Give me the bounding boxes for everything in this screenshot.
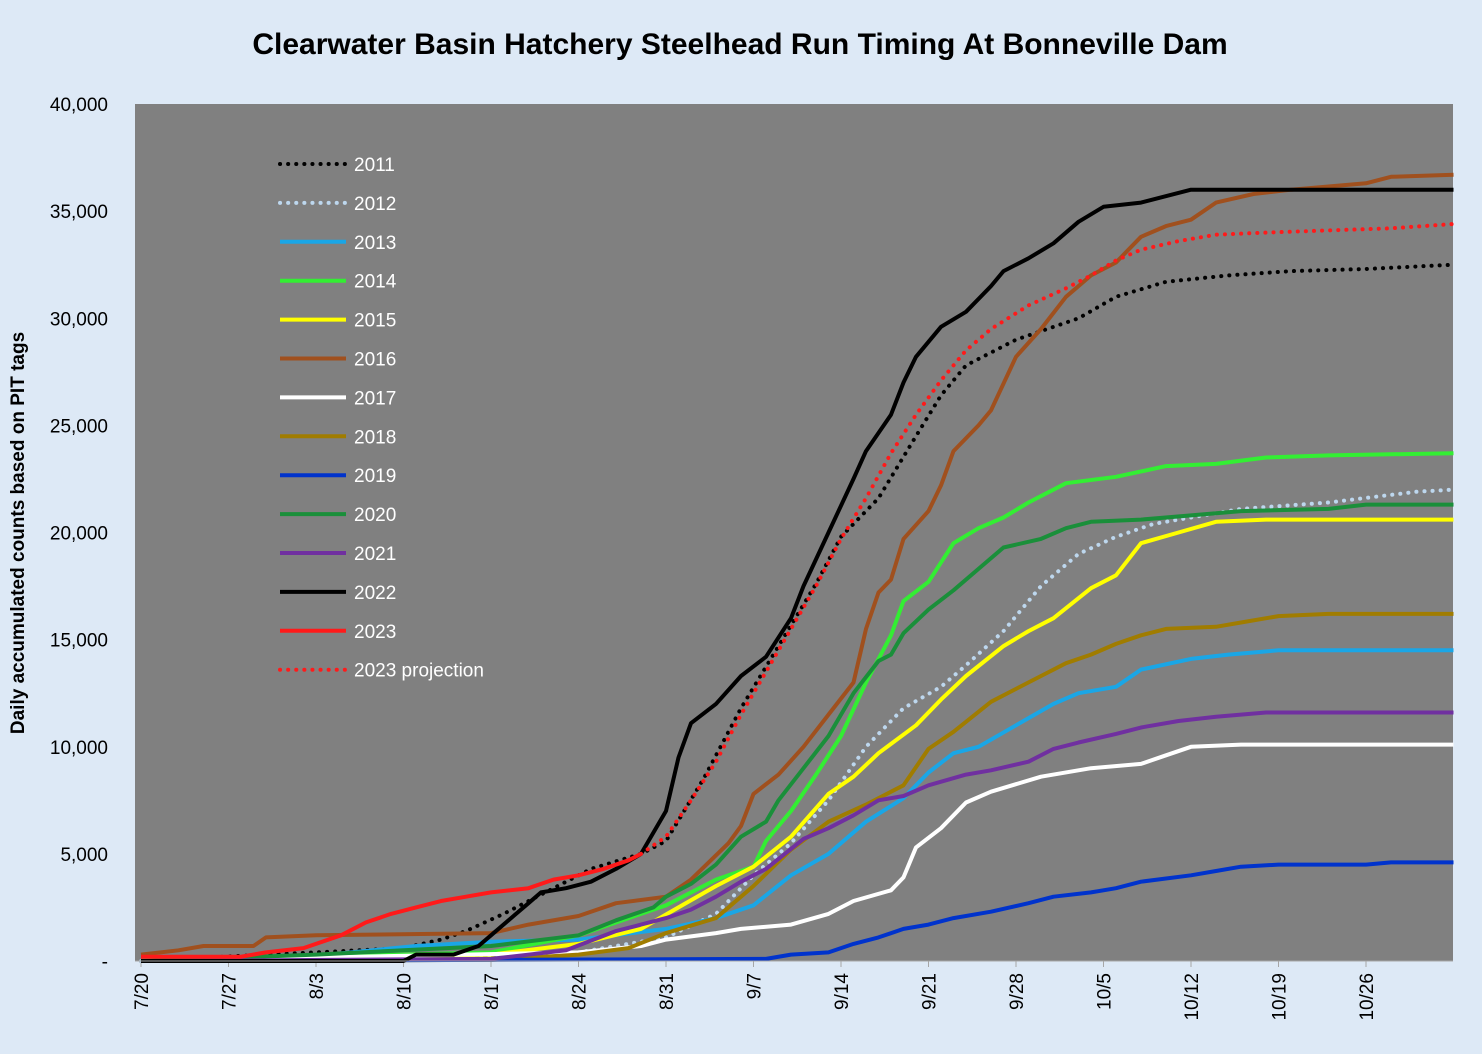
y-tick-label: 10,000: [50, 738, 108, 759]
series-line-2021: [140, 710, 1454, 963]
y-tick-label: 25,000: [50, 416, 108, 437]
x-axis-ticks: 7/20 7/27 8/3 8/10 8/17 8/24 8/31 9/7 9/14 9/21 9/…: [132, 961, 1378, 1021]
x-tick-label: 10/26: [1357, 973, 1378, 1021]
legend-label: 2014: [354, 272, 397, 293]
legend-label: 2020: [354, 505, 396, 526]
x-tick-label: 8/10: [395, 973, 416, 1010]
x-tick-label: 8/31: [657, 973, 678, 1010]
series-line-2019: [140, 860, 1454, 963]
y-axis-ticks: - 5,000 10,000 15,000 20,000 25,000 30,000 35,0…: [50, 95, 108, 973]
legend-label: 2013: [354, 233, 396, 254]
y-tick-label: 20,000: [50, 524, 108, 545]
y-tick-label: 35,000: [50, 202, 108, 223]
x-tick-label: 10/12: [1182, 973, 1203, 1021]
series-line-2017: [140, 742, 1454, 963]
legend-label: 2011: [354, 155, 395, 176]
series-line-2020: [140, 502, 1454, 963]
y-axis-label: Daily accumulated counts based on PIT ta…: [8, 332, 29, 734]
y-tick-label: 15,000: [50, 631, 108, 652]
series-line-2015: [140, 517, 1454, 963]
legend-label: 2016: [354, 350, 396, 371]
legend-label: 2015: [354, 311, 396, 332]
x-tick-label: 7/27: [220, 973, 241, 1010]
series-line-2022: [141, 187, 1454, 963]
y-tick-label: -: [102, 952, 108, 973]
x-tick-label: 10/5: [1095, 973, 1116, 1010]
legend-label: 2023: [354, 622, 396, 643]
x-tick-label: 8/24: [570, 973, 591, 1010]
y-tick-label: 5,000: [60, 845, 108, 866]
x-tick-label: 9/28: [1007, 973, 1028, 1010]
y-tick-label: 30,000: [50, 309, 108, 330]
plot-area: [135, 104, 1453, 961]
legend-label: 2023 projection: [354, 661, 484, 682]
legend-label: 2012: [354, 194, 396, 215]
x-tick-label: 7/20: [132, 973, 153, 1010]
series-line-2018: [140, 611, 1454, 963]
x-tick-label: 10/19: [1270, 973, 1291, 1021]
legend-label: 2018: [354, 427, 396, 448]
y-tick-label: 40,000: [50, 95, 108, 116]
legend: 2011 2012 2013 2014 2015 2016 2017 2018 2019 2020…: [278, 155, 484, 682]
series-lines: [139, 172, 1456, 963]
x-tick-label: 8/17: [482, 973, 503, 1010]
legend-label: 2017: [354, 388, 396, 409]
series-line-2014: [140, 451, 1454, 963]
x-tick-label: 8/3: [307, 973, 328, 999]
legend-label: 2019: [354, 466, 396, 487]
series-line-2013: [140, 648, 1454, 963]
chart-title: Clearwater Basin Hatchery Steelhead Run …: [252, 28, 1227, 61]
legend-label: 2021: [354, 544, 396, 565]
x-tick-label: 9/7: [745, 973, 766, 999]
legend-label: 2022: [354, 583, 396, 604]
series-line-2023-projection: [639, 222, 1456, 856]
x-tick-label: 9/21: [920, 973, 941, 1010]
series-line-2016: [140, 172, 1454, 957]
x-tick-label: 9/14: [832, 973, 853, 1010]
series-line-2023: [141, 852, 642, 959]
